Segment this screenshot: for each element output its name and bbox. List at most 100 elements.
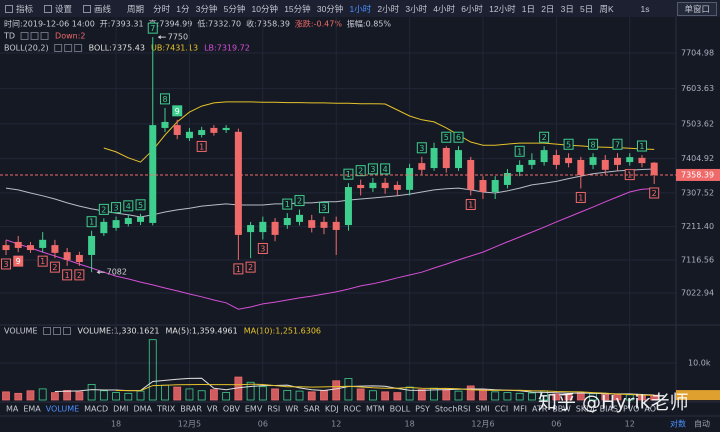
tool-button[interactable]: 设置 (55, 3, 73, 14)
legend-icon (20, 32, 29, 40)
period-button[interactable]: 1小时 (349, 3, 372, 14)
volume-bar (491, 391, 500, 401)
td-box (441, 131, 452, 143)
indicator-tab[interactable]: AO (644, 405, 656, 414)
x-tick-label: 06 (258, 420, 268, 429)
candle-body (381, 182, 389, 189)
td-box (649, 187, 660, 199)
indicator-tab[interactable]: PVO (623, 405, 639, 414)
period-button[interactable]: 6小时 (461, 3, 483, 14)
legend-text: VOLUME (4, 327, 38, 336)
indicator-tab[interactable]: DMA (133, 405, 152, 414)
indicator-tab[interactable]: OBV (223, 405, 241, 414)
indicator-tab[interactable]: BRAR (180, 405, 202, 414)
volume-bar (246, 381, 255, 401)
candle-body (479, 180, 487, 192)
period-button[interactable]: 周K (599, 3, 614, 14)
legend-text: BOLL(20,2) (4, 44, 49, 53)
td-box (453, 131, 464, 143)
indicator-tab[interactable]: DMI (113, 405, 128, 414)
indicator-tab[interactable]: TRIX (156, 405, 176, 414)
indicator-tab[interactable]: PSY (415, 405, 430, 414)
indicator-tab[interactable]: BBW (552, 405, 571, 414)
indicator-tab[interactable]: SMI (475, 405, 489, 414)
volume-bar (283, 389, 292, 401)
td-label: 5 (444, 133, 449, 142)
td-box (575, 191, 586, 203)
period-label[interactable]: 周期 (127, 3, 145, 14)
volume-bar (295, 390, 304, 401)
legend-icon (30, 32, 39, 40)
td-label: 1 (40, 257, 45, 266)
period-button[interactable]: 2日 (541, 3, 555, 14)
indicator-tab[interactable]: SKDJ (576, 405, 595, 414)
indicator-tab[interactable]: CCI (495, 405, 509, 414)
indicator-tab[interactable]: WR (285, 405, 299, 414)
candle-body (185, 131, 193, 139)
tool-button[interactable]: 画线 (94, 3, 112, 14)
candle-body (357, 184, 365, 189)
td-box (245, 261, 256, 273)
indicator-tab[interactable]: ATR (532, 405, 548, 414)
candle-body (234, 131, 242, 235)
period-button[interactable]: 3分钟 (195, 3, 218, 14)
candle-body (601, 159, 609, 170)
legend-text: VOLUME:1,330.1621 (78, 327, 160, 336)
period-button[interactable]: 15分钟 (284, 3, 311, 14)
indicator-tab[interactable]: ROC (344, 405, 362, 414)
y-tick-label: 7404.92 (681, 154, 714, 163)
period-button[interactable]: 12小时 (489, 3, 516, 14)
indicator-tab[interactable]: VOLUME (46, 405, 79, 414)
candle-body (137, 216, 145, 222)
period-button[interactable]: 5分钟 (223, 3, 246, 14)
td-box (13, 255, 24, 267)
td-label: 9 (16, 257, 21, 266)
indicator-tab[interactable]: RSI (267, 405, 280, 414)
indicator-tab[interactable]: VR (207, 405, 218, 414)
period-button[interactable]: 4小时 (433, 3, 455, 14)
td-box (367, 163, 378, 175)
indicator-tab[interactable]: SAR (304, 405, 321, 414)
legend-text: TD (3, 32, 15, 41)
period-button[interactable]: 10分钟 (251, 3, 278, 14)
indicator-tab[interactable]: MA (6, 405, 19, 414)
period-button[interactable]: 1日 (521, 3, 535, 14)
td-label: 2 (52, 263, 57, 272)
indicator-tab[interactable]: EMA (23, 405, 41, 414)
td-label: 3 (419, 144, 424, 153)
period-button[interactable]: 1分 (176, 3, 190, 14)
period-button[interactable]: 2小时 (377, 3, 400, 14)
candle-body (589, 157, 597, 165)
x-tick-label: 06 (551, 420, 561, 429)
x-tick-label: 12月6 (471, 420, 494, 429)
speed-button[interactable]: 1s (640, 3, 650, 14)
tool-button[interactable]: 指标 (16, 3, 34, 14)
boll-line (103, 101, 655, 163)
axis-button[interactable]: 自动 (694, 419, 710, 429)
x-tick-label: 12 (625, 420, 635, 429)
indicator-tab[interactable]: MACD (84, 405, 108, 414)
indicator-tab[interactable]: EMV (245, 405, 263, 414)
period-button[interactable]: 分时 (153, 3, 171, 14)
volume-bar (442, 389, 451, 401)
indicator-tab[interactable]: MTM (366, 405, 385, 414)
period-button[interactable]: 5日 (580, 3, 594, 14)
indicator-tab[interactable]: StochRSI (435, 405, 471, 414)
period-button[interactable]: 30分钟 (316, 3, 344, 14)
indicator-tab[interactable]: BOLL (390, 405, 411, 414)
candle-body (283, 218, 291, 226)
volume-bar (222, 392, 231, 401)
period-button[interactable]: 3小时 (405, 3, 428, 14)
indicator-tab[interactable]: BIAS (600, 405, 618, 414)
y-tick-label: 7116.56 (681, 256, 714, 265)
indicator-tab[interactable]: KDJ (325, 405, 339, 414)
indicator-tab[interactable]: MFI (513, 405, 527, 414)
period-button[interactable]: 3日 (560, 3, 574, 14)
td-label: 4 (126, 202, 131, 211)
candle-body (320, 221, 328, 228)
window-mode[interactable]: 单窗口 (677, 1, 717, 16)
td-box (74, 269, 85, 281)
axis-button[interactable]: 对数 (670, 419, 686, 429)
legend-icon (63, 327, 71, 335)
volume-bar (552, 393, 561, 401)
